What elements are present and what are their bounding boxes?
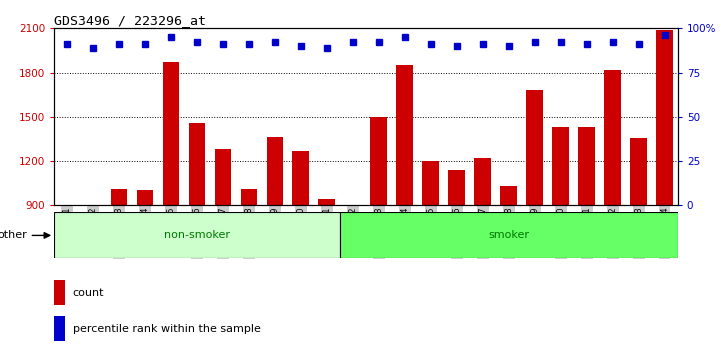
Text: count: count [73,288,105,298]
Bar [656,30,673,205]
Bar [448,170,465,205]
Bar [215,149,231,205]
Bar [58,205,76,209]
Bar [267,137,283,205]
Bar [84,205,102,211]
Bar [54,316,65,341]
Bar [630,138,647,205]
Text: smoker: smoker [488,230,529,240]
Text: percentile rank within the sample: percentile rank within the sample [73,324,261,334]
Bar [345,205,361,211]
Bar [340,212,678,258]
Bar [241,189,257,205]
Bar [162,62,180,205]
Text: other: other [0,230,50,240]
Bar [319,199,335,205]
Text: non-smoker: non-smoker [164,230,230,240]
Bar [552,127,570,205]
Bar [54,280,65,305]
Bar [526,90,543,205]
Bar [397,65,413,205]
Bar [604,70,622,205]
Bar [500,186,517,205]
Bar [423,161,439,205]
Bar [293,152,309,205]
Bar [54,212,340,258]
Text: GDS3496 / 223296_at: GDS3496 / 223296_at [54,14,206,27]
Bar [474,158,491,205]
Bar [578,127,596,205]
Bar [110,189,128,205]
Bar [371,117,387,205]
Bar [189,123,205,205]
Bar [136,190,154,205]
